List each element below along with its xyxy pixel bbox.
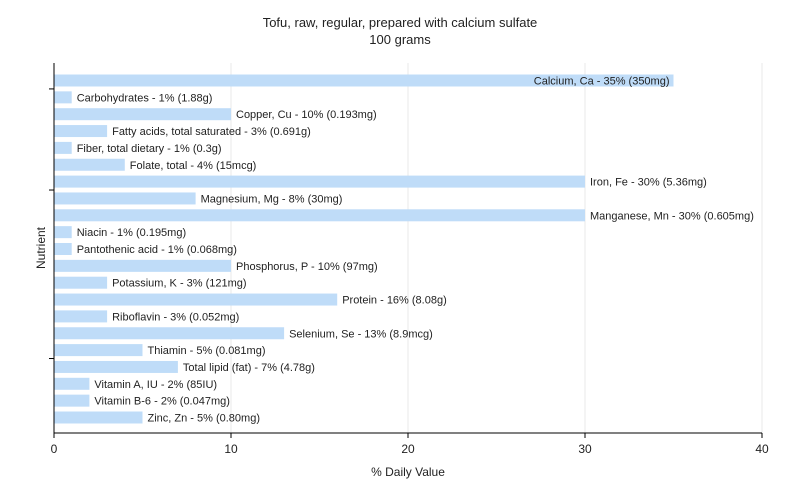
bar-label: Calcium, Ca - 35% (350mg) bbox=[534, 76, 670, 88]
chart-subtitle: 100 grams bbox=[369, 32, 431, 47]
grid-lines bbox=[230, 63, 763, 433]
chart-title: Tofu, raw, regular, prepared with calciu… bbox=[263, 15, 538, 30]
y-axis-label: Nutrient bbox=[34, 226, 48, 269]
bar-label: Protein - 16% (8.08g) bbox=[342, 295, 447, 307]
bar-labels: Calcium, Ca - 35% (350mg) Carbohydrates -… bbox=[77, 76, 754, 425]
bar bbox=[54, 108, 231, 121]
bar bbox=[54, 377, 90, 390]
bar-label: Potassium, K - 3% (121mg) bbox=[112, 278, 247, 290]
bar bbox=[54, 310, 108, 323]
bar-label: Fatty acids, total saturated - 3% (0.691… bbox=[112, 126, 311, 138]
bar-label: Vitamin A, IU - 2% (85IU) bbox=[94, 379, 217, 391]
x-axis-ticks: 0 10 20 30 40 bbox=[51, 433, 769, 456]
x-tick-label: 10 bbox=[224, 442, 238, 456]
bar-label: Total lipid (fat) - 7% (4.78g) bbox=[183, 362, 315, 374]
bar-label: Fiber, total dietary - 1% (0.3g) bbox=[77, 143, 222, 155]
x-tick-label: 0 bbox=[51, 442, 58, 456]
bar bbox=[54, 360, 178, 373]
bar bbox=[54, 158, 125, 171]
bar bbox=[54, 141, 72, 154]
bar-label: Iron, Fe - 30% (5.36mg) bbox=[590, 177, 707, 189]
bar bbox=[54, 243, 72, 255]
bar-label: Riboflavin - 3% (0.052mg) bbox=[112, 311, 239, 323]
bar-label: Vitamin B-6 - 2% (0.047mg) bbox=[94, 396, 230, 408]
bar bbox=[54, 209, 585, 222]
bar bbox=[54, 259, 231, 272]
bar-label: Thiamin - 5% (0.081mg) bbox=[148, 345, 266, 357]
bar bbox=[54, 293, 338, 306]
bar bbox=[54, 175, 585, 188]
x-tick-label: 20 bbox=[401, 442, 415, 456]
bar-label: Niacin - 1% (0.195mg) bbox=[77, 227, 186, 239]
x-axis-label: % Daily Value bbox=[371, 465, 445, 479]
x-tick-label: 40 bbox=[755, 442, 769, 456]
bar-label: Zinc, Zn - 5% (0.80mg) bbox=[148, 413, 260, 425]
bar bbox=[54, 74, 674, 87]
bar-label: Folate, total - 4% (15mcg) bbox=[130, 160, 257, 172]
bar bbox=[54, 276, 108, 289]
bar bbox=[54, 91, 72, 104]
bars bbox=[54, 74, 674, 424]
bar bbox=[54, 411, 143, 424]
bar-label: Carbohydrates - 1% (1.88g) bbox=[77, 92, 213, 104]
bar-label: Copper, Cu - 10% (0.193mg) bbox=[236, 109, 377, 121]
bar-label: Selenium, Se - 13% (8.9mcg) bbox=[289, 328, 433, 340]
bar bbox=[54, 192, 196, 205]
bar-label: Pantothenic acid - 1% (0.068mg) bbox=[77, 244, 237, 256]
bar bbox=[54, 327, 285, 340]
x-tick-label: 30 bbox=[578, 442, 592, 456]
bar bbox=[54, 125, 108, 138]
bar-label: Manganese, Mn - 30% (0.605mg) bbox=[590, 210, 754, 222]
bar-label: Phosphorus, P - 10% (97mg) bbox=[236, 261, 378, 273]
bar bbox=[54, 394, 90, 407]
bar-label: Magnesium, Mg - 8% (30mg) bbox=[201, 193, 343, 205]
bar bbox=[54, 344, 143, 357]
bar bbox=[54, 226, 72, 239]
